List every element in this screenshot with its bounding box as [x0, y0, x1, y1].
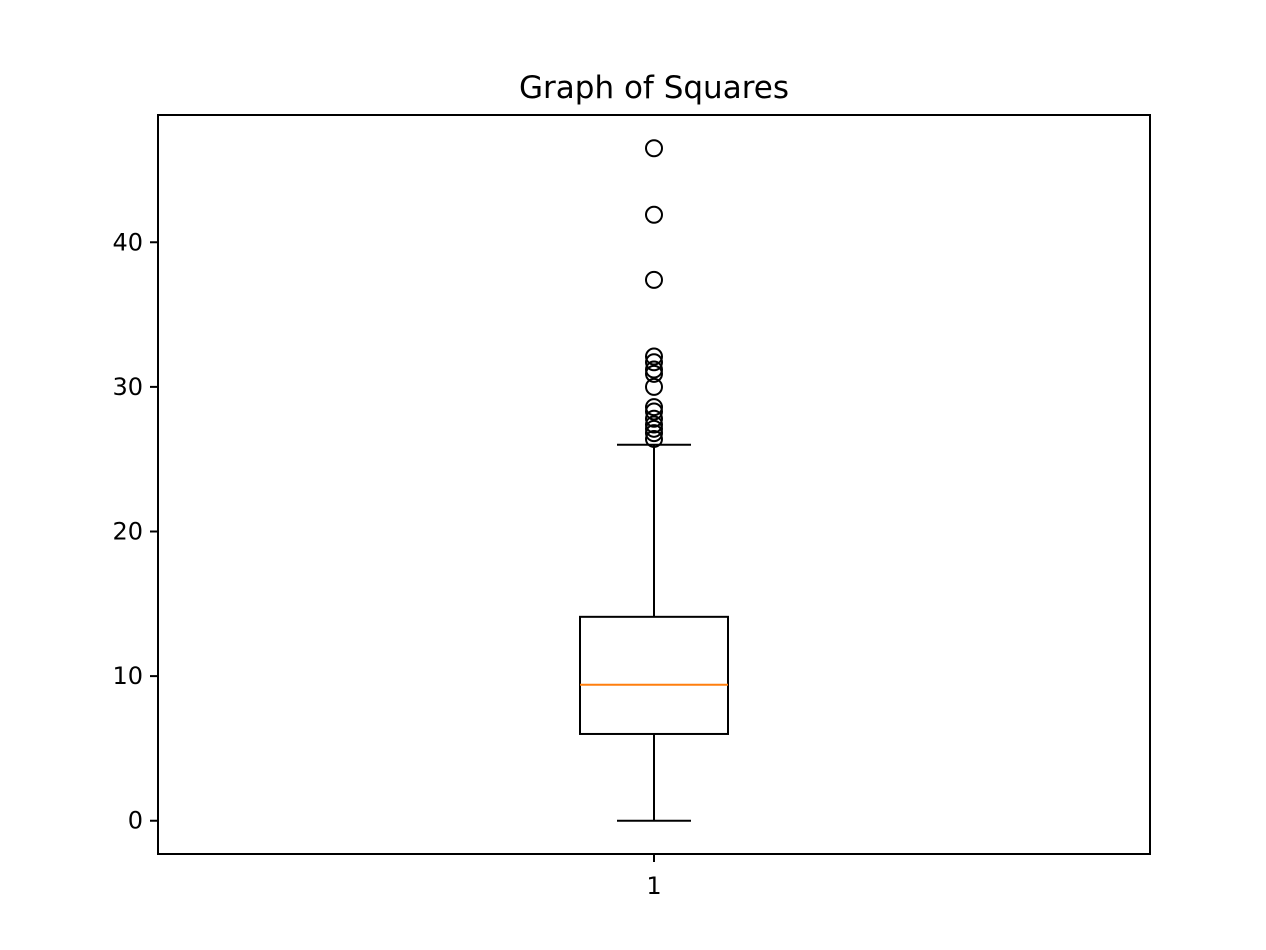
outlier-point	[645, 402, 663, 421]
outlier-point	[645, 347, 663, 366]
chart-title: Graph of Squares	[519, 70, 789, 106]
outlier-point	[645, 398, 663, 417]
y-tick-label: 10	[112, 662, 143, 690]
x-tick-label: 1	[646, 872, 661, 900]
outlier-point	[645, 139, 663, 158]
iqr-box	[579, 615, 729, 735]
outlier-point	[645, 364, 663, 383]
outlier-point	[645, 360, 663, 379]
outlier-point	[645, 429, 663, 448]
outlier-point	[645, 424, 663, 443]
outlier-point	[645, 419, 663, 438]
outlier-point	[645, 205, 663, 224]
outlier-point	[645, 270, 663, 289]
outlier-point	[645, 409, 663, 428]
y-tick-label: 0	[128, 807, 143, 835]
outlier-point	[645, 353, 663, 372]
outlier-point	[645, 415, 663, 434]
y-tick-label: 30	[112, 373, 143, 401]
plot-frame	[157, 114, 1151, 855]
y-tick-label: 20	[112, 518, 143, 546]
y-tick-label: 40	[112, 228, 143, 256]
outlier-point	[645, 377, 663, 396]
